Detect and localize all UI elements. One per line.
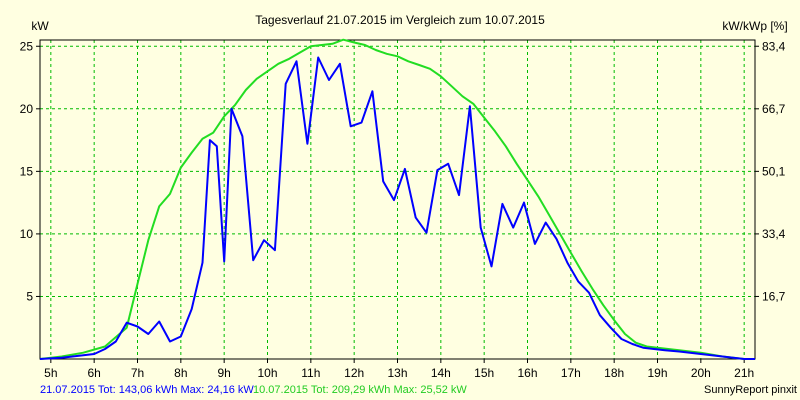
- x-tick-label: 13h: [387, 366, 407, 380]
- y-right-tick-label: 83,4: [762, 39, 786, 53]
- x-tick-label: 21h: [734, 366, 754, 380]
- x-tick-label: 5h: [44, 366, 57, 380]
- x-tick-label: 18h: [604, 366, 624, 380]
- y-right-unit: kW/kWp [%]: [722, 19, 787, 33]
- x-tick-label: 10h: [257, 366, 277, 380]
- x-tick-label: 16h: [517, 366, 537, 380]
- x-tick-label: 7h: [131, 366, 144, 380]
- y-left-tick-label: 15: [20, 164, 34, 178]
- x-tick-label: 19h: [647, 366, 667, 380]
- chart-title: Tagesverlauf 21.07.2015 im Vergleich zum…: [255, 13, 545, 27]
- y-right-tick-label: 33,4: [762, 227, 786, 241]
- x-tick-label: 6h: [87, 366, 100, 380]
- x-tick-label: 17h: [561, 366, 581, 380]
- grid: [40, 40, 755, 359]
- y-left-tick-label: 20: [20, 102, 34, 116]
- x-tick-label: 14h: [431, 366, 451, 380]
- x-tick-label: 12h: [344, 366, 364, 380]
- series-line-21-07-2015: [39, 56, 755, 360]
- x-tick-label: 15h: [474, 366, 494, 380]
- footer-green-summary: 10.07.2015 Tot: 209,29 kWh Max: 25,52 kW: [253, 384, 467, 396]
- y-left-unit: kW: [31, 19, 49, 33]
- footer-credit: SunnyReport pinxit: [704, 384, 797, 396]
- footer-blue-summary: 21.07.2015 Tot: 143,06 kWh Max: 24,16 kW: [40, 384, 254, 396]
- y-left-tick-label: 10: [20, 227, 34, 241]
- y-left-tick-label: 25: [20, 39, 34, 53]
- series-line-10-07-2015: [39, 38, 755, 360]
- x-tick-label: 20h: [691, 366, 711, 380]
- x-tick-label: 11h: [301, 366, 320, 380]
- y-right-tick-label: 50,1: [762, 164, 786, 178]
- y-left-tick-label: 5: [26, 289, 33, 303]
- x-tick-label: 9h: [217, 366, 230, 380]
- axis-ticks: 5h 6h 7h 8h 9h 10h 11h 12h 13h 14h 15h 16h 17h 18h 19h…: [20, 39, 786, 380]
- y-right-tick-label: 16,7: [762, 289, 786, 303]
- x-tick-label: 8h: [174, 366, 187, 380]
- series: [39, 38, 755, 360]
- y-right-tick-label: 66,7: [762, 102, 786, 116]
